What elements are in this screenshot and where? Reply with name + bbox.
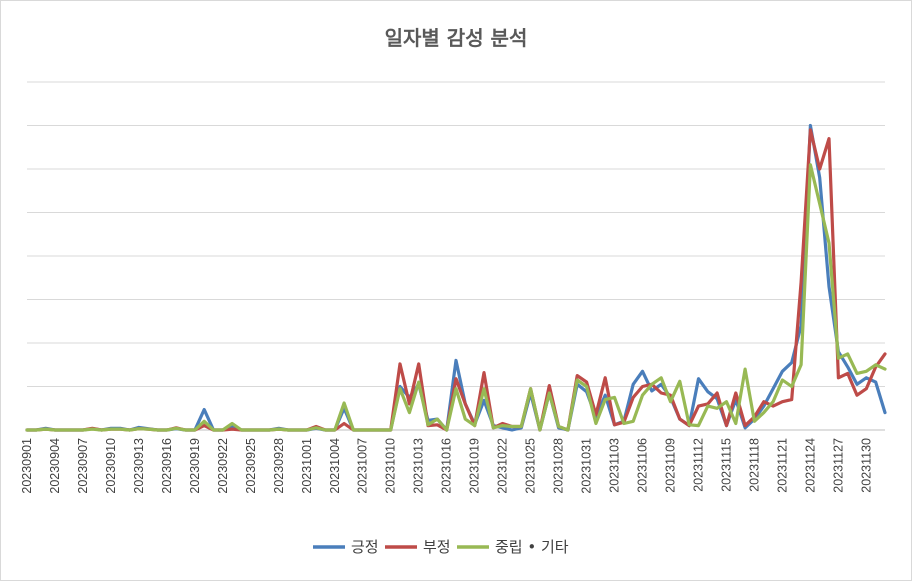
- series-line-2: [25, 128, 887, 432]
- x-tick-label: 20231031: [580, 438, 594, 494]
- x-tick-label: 20231013: [412, 438, 426, 494]
- x-tick-label: 20231106: [636, 438, 650, 493]
- x-tick-label: 20230925: [244, 438, 258, 494]
- x-tick-label: 20231025: [524, 438, 538, 494]
- x-tick-label: 20230928: [272, 438, 286, 494]
- x-tick-label: 20231001: [300, 438, 314, 494]
- plot-area: [25, 123, 887, 432]
- x-tick-label: 20230922: [216, 438, 230, 494]
- gridlines: [27, 81, 885, 387]
- legend-label: 긍정: [351, 538, 379, 556]
- legend-label: 중립 • 기타: [495, 538, 569, 556]
- legend-label: 부정: [423, 538, 451, 556]
- x-tick-label: 20230907: [76, 438, 90, 494]
- x-tick-label: 20231115: [719, 438, 733, 492]
- x-tick-label: 20231124: [803, 438, 817, 493]
- chart-title: 일자별 감성 분석: [384, 26, 528, 50]
- x-tick-label: 20231130: [859, 438, 873, 493]
- x-tick-label: 20231019: [468, 438, 482, 494]
- x-tick-label: 20231121: [775, 438, 789, 493]
- x-tick-label: 20231127: [831, 438, 845, 493]
- x-tick-label: 20231103: [608, 438, 622, 493]
- x-tick-labels: 20230901 20230904 20230907 20230910 20230913…: [20, 438, 873, 494]
- x-tick-label: 20231028: [552, 438, 566, 494]
- x-tick-label: 20230910: [104, 438, 118, 494]
- series-line-3: [25, 163, 887, 432]
- x-tick-label: 20231010: [384, 438, 398, 494]
- x-tick-label: 20231016: [440, 438, 454, 494]
- x-tick-label: 20230904: [48, 438, 62, 494]
- x-tick-label: 20230913: [132, 438, 146, 494]
- x-tick-label: 20231118: [747, 438, 761, 492]
- x-tick-label: 20231004: [328, 438, 342, 494]
- x-tick-label: 20230901: [20, 438, 34, 494]
- x-tick-label: 20231109: [664, 438, 678, 493]
- x-tick-label: 20230919: [188, 438, 202, 494]
- x-tick-label: 20230916: [160, 438, 174, 494]
- x-tick-label: 20231112: [691, 438, 705, 492]
- legend: 긍정 부정 중립 • 기타: [313, 538, 569, 556]
- x-tick-label: 20231022: [496, 438, 510, 494]
- x-tick-label: 20231007: [356, 438, 370, 494]
